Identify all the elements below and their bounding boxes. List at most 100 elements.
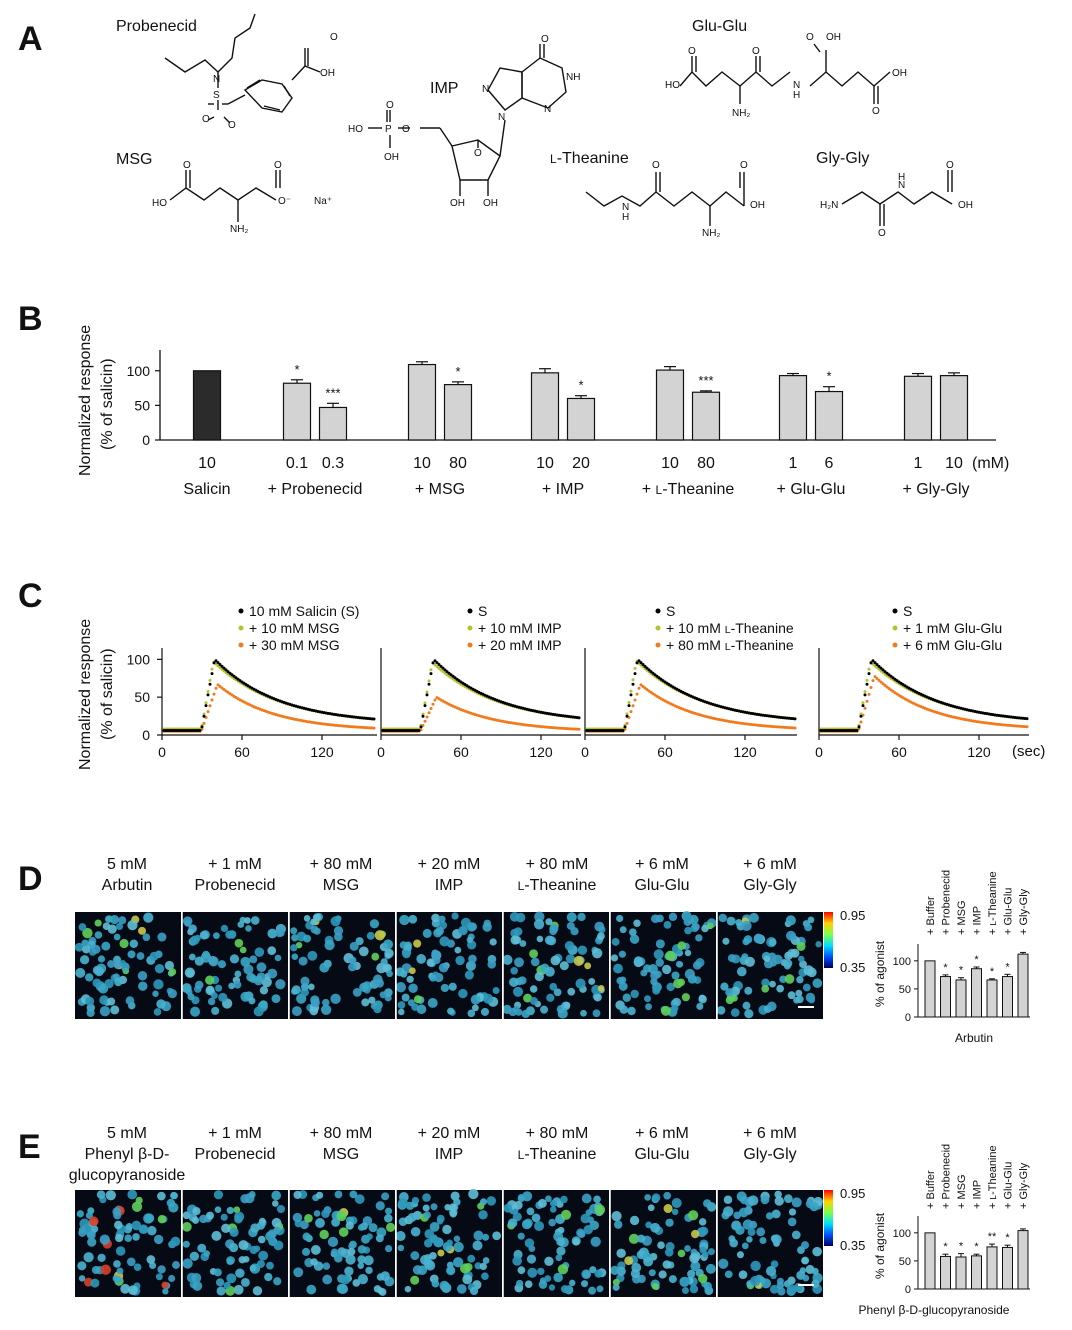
cell — [675, 960, 683, 968]
cell — [427, 997, 438, 1008]
cell — [233, 980, 242, 989]
cell — [468, 1188, 479, 1200]
cell — [689, 1284, 699, 1294]
cell — [375, 1201, 385, 1211]
cell — [384, 1244, 393, 1253]
cell — [548, 1218, 556, 1227]
cell — [303, 934, 312, 943]
cell — [310, 998, 320, 1008]
svg-text:HO: HO — [152, 198, 167, 209]
inset-category-label: + Probenecid — [941, 870, 953, 935]
cell — [545, 918, 553, 926]
inset-xlabel: Phenyl β-D-glucopyranoside — [859, 1303, 1010, 1317]
cell — [128, 1285, 138, 1296]
cell — [580, 1009, 587, 1017]
inset-category-label: + Glu-Glu — [1003, 888, 1015, 935]
panel-c-point — [871, 679, 875, 683]
cell — [397, 1244, 405, 1252]
cell — [633, 919, 641, 927]
cell — [735, 1225, 745, 1235]
cell — [423, 1211, 431, 1219]
cell — [736, 966, 747, 977]
panel-c-legend-label: + 30 mM MSG — [249, 637, 340, 653]
cell — [274, 954, 282, 962]
cell — [460, 926, 468, 934]
inset-bar — [1017, 953, 1029, 1018]
cell — [722, 937, 730, 945]
panel-c-point — [875, 677, 879, 681]
cell — [302, 1232, 311, 1241]
cell — [633, 956, 643, 966]
cell — [354, 1194, 365, 1204]
cell — [517, 1195, 525, 1203]
cell — [213, 1268, 222, 1277]
cell — [338, 1227, 349, 1237]
cell — [221, 1223, 231, 1234]
cell — [357, 1274, 369, 1285]
cell — [217, 960, 227, 969]
imp-structure — [368, 44, 567, 196]
cell — [549, 1199, 558, 1207]
svg-text:OH: OH — [826, 32, 841, 43]
cell — [248, 1191, 256, 1198]
svg-text:P: P — [385, 124, 392, 135]
svg-text:NH: NH — [566, 72, 580, 83]
panel-c-legend-marker — [467, 608, 473, 614]
cell — [733, 1211, 742, 1220]
cell — [727, 954, 736, 963]
cell — [157, 1215, 167, 1224]
cell — [479, 1262, 487, 1271]
cell — [85, 973, 94, 982]
cell — [487, 959, 497, 969]
cell — [188, 924, 197, 933]
cell — [142, 933, 151, 942]
inset-ytick-label: 100 — [893, 1228, 911, 1240]
cell — [759, 1236, 767, 1245]
panel-e-header-3: MSG — [323, 1146, 359, 1163]
cell — [182, 1221, 192, 1232]
panel-b-bar — [318, 406, 348, 441]
panel-b-conc-label: 20 — [572, 455, 590, 472]
panel-b-conc-label: 1 — [914, 455, 923, 472]
panel-b-conc-label: 10 — [198, 455, 216, 472]
inset-sig-label: * — [959, 1241, 964, 1253]
cell — [628, 1233, 640, 1244]
cell — [508, 1007, 517, 1017]
svg-text:O: O — [330, 32, 338, 43]
panel-b-ylabel-line2: (% of salicin) — [99, 358, 116, 450]
cell — [157, 932, 167, 942]
panel-c-series-0 — [381, 659, 581, 732]
cell — [87, 1237, 97, 1247]
panel-c-point — [429, 668, 433, 672]
inset-bar — [971, 968, 982, 1018]
panel-c-series-0 — [162, 659, 376, 732]
cell — [404, 944, 412, 952]
panel-c-point — [633, 666, 637, 670]
svg-text:O: O — [740, 160, 748, 171]
cell — [509, 977, 519, 987]
cell — [384, 1214, 393, 1223]
cell — [808, 996, 815, 1004]
cell — [369, 919, 380, 929]
panel-b-bar — [282, 382, 312, 441]
cell — [243, 964, 254, 975]
cell — [815, 941, 822, 948]
cell — [681, 993, 690, 1002]
cell — [572, 1238, 580, 1246]
cell — [345, 1221, 354, 1230]
cell — [736, 1191, 747, 1202]
compound-name-probenecid: Probenecid — [116, 18, 197, 35]
cell — [229, 1227, 239, 1237]
cell — [78, 923, 87, 931]
cell — [422, 1204, 430, 1212]
panel-b-bar — [530, 372, 560, 441]
cell — [74, 942, 84, 952]
panel-c-point — [793, 726, 797, 730]
cell — [166, 1198, 176, 1208]
panel-c-point — [439, 664, 443, 668]
cell — [723, 1195, 733, 1205]
cell — [699, 1226, 709, 1236]
cell — [113, 960, 122, 969]
inset-category-label: + IMP — [972, 906, 984, 935]
